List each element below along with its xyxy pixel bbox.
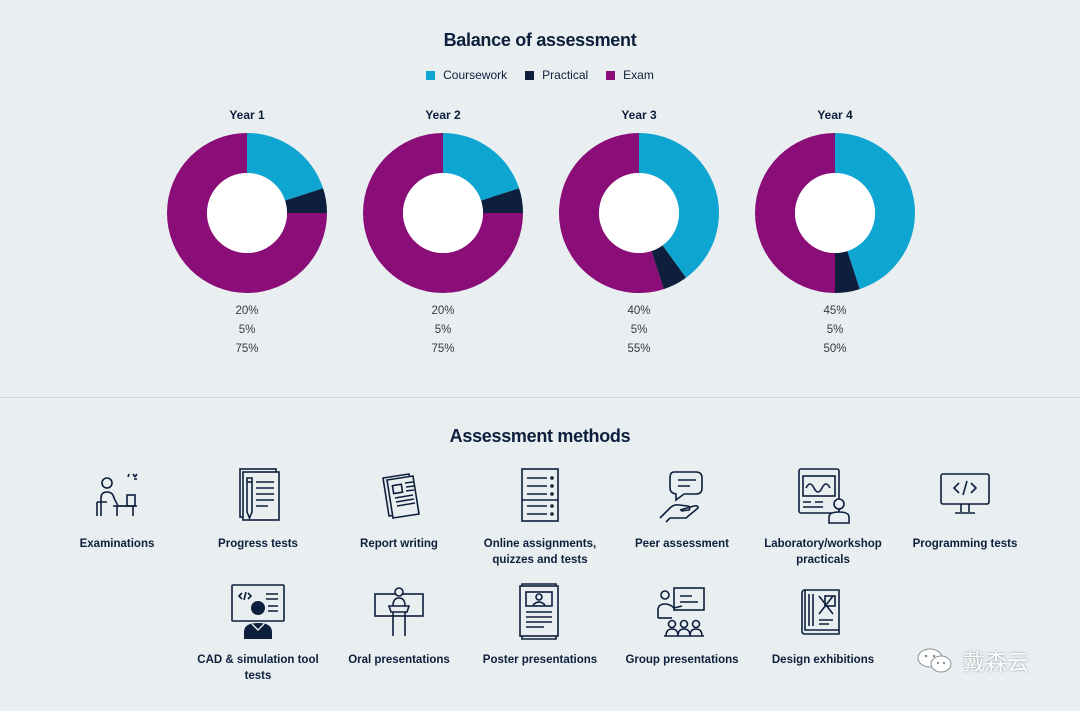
watermark-text: 戴森云 [963, 650, 1030, 675]
method-cad-simulation: CAD & simulation tool tests [183, 582, 333, 684]
donut-slice-coursework [639, 133, 719, 278]
donut-chart [755, 133, 915, 293]
donut-slice-exam [559, 133, 664, 293]
section-divider [0, 397, 1080, 398]
legend-label-coursework: Coursework [443, 68, 508, 82]
method-label: Peer assessment [635, 538, 729, 550]
donut-hole [599, 173, 679, 253]
method-label: Progress tests [218, 538, 298, 550]
donut-year-label: Year 3 [621, 108, 657, 122]
donut-year-label: Year 2 [425, 108, 461, 122]
method-poster-presentations: Poster presentations [465, 582, 615, 668]
report-document-icon [382, 473, 420, 519]
method-lab-practicals: Laboratory/workshop practicals [748, 466, 898, 568]
donut-year-4: Year 4 45% 5% 50% [750, 108, 920, 359]
donut-chart [167, 133, 327, 293]
group-presenter-icon [657, 587, 705, 637]
donut-slice-coursework [247, 133, 324, 201]
method-group-presentations: Group presentations [607, 582, 757, 668]
legend-item-exam: Exam [606, 68, 654, 82]
method-progress-tests: Progress tests [183, 466, 333, 552]
method-examinations: Examinations [42, 466, 192, 552]
method-design-exhibitions: Design exhibitions [748, 582, 898, 668]
lab-machine-icon [798, 468, 850, 524]
method-label: Programming tests [912, 538, 1018, 550]
donut-chart [559, 133, 719, 293]
value-practical: 5% [826, 324, 844, 336]
value-practical: 5% [434, 324, 452, 336]
method-oral-presentations: Oral presentations [324, 582, 474, 668]
donut-slice-exam [363, 133, 523, 293]
value-practical: 5% [238, 324, 256, 336]
value-exam: 50% [823, 343, 847, 355]
value-coursework: 20% [431, 305, 455, 317]
donut-slice-practical [835, 251, 860, 293]
legend-swatch-practical [525, 70, 535, 80]
donut-slice-practical [651, 245, 687, 290]
code-monitor-icon [940, 473, 990, 514]
method-label: Group presentations [625, 654, 739, 666]
method-programming-tests: Programming tests [890, 466, 1040, 552]
donut-values: 20% 5% 75% [162, 302, 332, 359]
legend-item-practical: Practical [525, 68, 588, 82]
donut-hole [795, 173, 875, 253]
donut-slice-practical [481, 188, 523, 213]
wechat-icon [917, 648, 952, 673]
notepad-pencil-icon [239, 468, 280, 521]
speech-hand-icon [659, 471, 703, 523]
value-coursework: 20% [235, 305, 259, 317]
donut-values: 20% 5% 75% [358, 302, 528, 359]
chart-title: Balance of assessment [443, 30, 637, 50]
checklist-icon [521, 468, 559, 522]
method-peer-assessment: Peer assessment [607, 466, 757, 552]
value-exam: 75% [235, 343, 259, 355]
value-practical: 5% [630, 324, 648, 336]
donut-year-3: Year 3 40% 5% 55% [554, 108, 724, 359]
method-label: Design exhibitions [771, 654, 875, 666]
donut-slice-practical [285, 188, 327, 213]
cad-user-icon [231, 584, 285, 639]
donut-values: 45% 5% 50% [750, 302, 920, 359]
podium-icon [374, 587, 424, 636]
donut-hole [207, 173, 287, 253]
method-label: CAD & simulation tool tests [197, 654, 319, 682]
legend-label-exam: Exam [623, 68, 654, 82]
donut-year-label: Year 1 [229, 108, 265, 122]
donut-slice-coursework [835, 133, 915, 290]
methods-section: Assessment methods Examinations [0, 398, 1080, 711]
value-coursework: 45% [823, 305, 847, 317]
legend-swatch-coursework [426, 70, 436, 80]
method-report-writing: Report writing [324, 466, 474, 552]
donut-hole [403, 173, 483, 253]
chart-legend: Coursework Practical Exam [0, 68, 1080, 82]
donut-year-label: Year 4 [817, 108, 853, 122]
donut-year-2: Year 2 20% 5% 75% [358, 108, 528, 359]
donut-chart [363, 133, 523, 293]
value-exam: 55% [627, 343, 651, 355]
design-book-icon [801, 589, 840, 635]
value-exam: 75% [431, 343, 455, 355]
donut-year-1: Year 1 20% 5% 75% [162, 108, 332, 359]
legend-label-practical: Practical [542, 68, 589, 82]
legend-item-coursework: Coursework [426, 68, 507, 82]
value-coursework: 40% [627, 305, 651, 317]
donut-values: 40% 5% 55% [554, 302, 724, 359]
desk-exam-icon [96, 473, 138, 516]
method-online-assignments: Online assignments, quizzes and tests [465, 466, 615, 568]
method-label: Online assignments, quizzes and tests [483, 538, 597, 566]
method-label: Poster presentations [482, 654, 598, 666]
method-label: Oral presentations [348, 654, 450, 666]
method-label: Laboratory/workshop practicals [764, 538, 882, 566]
donut-slice-exam [167, 133, 327, 293]
balance-section: Balance of assessment Coursework Practic… [0, 30, 1080, 359]
method-label: Report writing [360, 538, 438, 550]
legend-swatch-exam [606, 70, 616, 80]
method-label: Examinations [79, 538, 155, 550]
poster-icon [519, 583, 559, 640]
watermark: 戴森云 [915, 645, 1029, 677]
donut-slice-coursework [443, 133, 520, 201]
methods-title: Assessment methods [449, 426, 631, 446]
